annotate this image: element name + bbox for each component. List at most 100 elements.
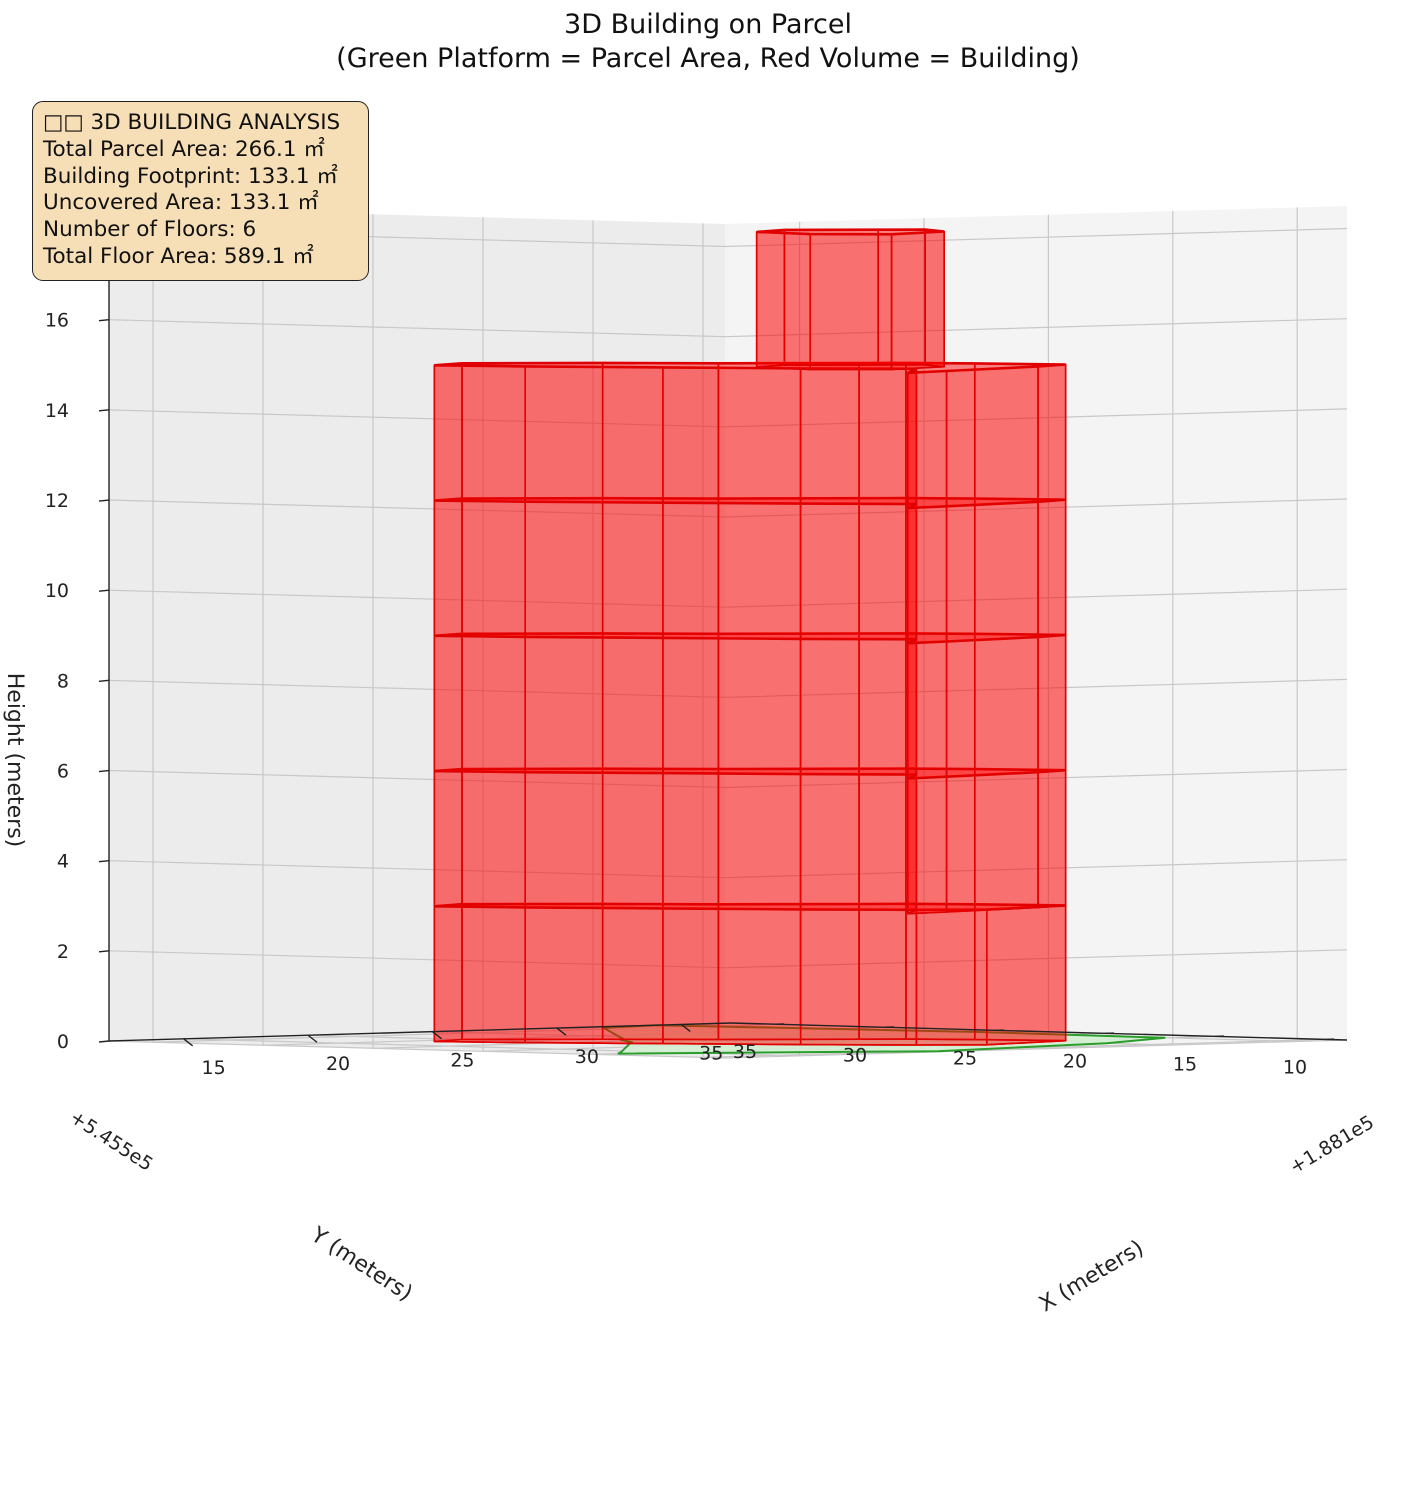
z-tick [98, 1040, 110, 1043]
building-wall [858, 767, 907, 905]
building-wall [461, 497, 604, 635]
building-wall [601, 632, 720, 770]
x-tick [680, 1023, 691, 1032]
x-axis-line [730, 1022, 1348, 1041]
y-axis-label: Y (meters) [306, 1222, 417, 1306]
building-floor [433, 902, 1067, 1046]
building-floor [755, 228, 946, 371]
building-wall [858, 362, 907, 500]
building-wall [601, 903, 720, 1041]
building-wall [973, 903, 1067, 1042]
x-tick-label: 35 [699, 1042, 723, 1064]
building-wall [461, 632, 604, 770]
x-tick-label: 20 [326, 1053, 350, 1075]
info-line-parcel-area: Total Parcel Area: 266.1 ㎡ [43, 136, 325, 162]
chart-subtitle: (Green Platform = Parcel Area, Red Volum… [336, 43, 1080, 74]
grid-line-z [108, 768, 1348, 789]
building-wall [858, 497, 907, 635]
z-tick [98, 409, 110, 412]
building-wall [601, 497, 720, 635]
building-wall [433, 362, 463, 502]
x-axis-label: X (meters) [1035, 1236, 1148, 1318]
chart-title: 3D Building on Parcel [564, 9, 852, 40]
building-floor [433, 767, 1067, 915]
z-tick [98, 679, 110, 683]
x-axis-offset: +1.881e5 [1286, 1111, 1378, 1178]
x-tick [183, 1038, 194, 1047]
z-tick-label: 0 [57, 1031, 69, 1053]
building-wall [858, 632, 907, 770]
x-tick [432, 1031, 442, 1040]
building-wall [461, 767, 604, 906]
y-tick-label: 35 [733, 1041, 757, 1063]
z-tick [98, 589, 110, 592]
z-tick-label: 6 [57, 761, 69, 783]
building-wall [973, 632, 1067, 772]
y-axis-line [108, 1022, 732, 1042]
building-wall [755, 229, 786, 369]
info-line-floor-area: Total Floor Area: 589.1 ㎡ [43, 243, 314, 269]
y-tick-label: 20 [1063, 1050, 1087, 1072]
chart-title-block: 3D Building on Parcel (Green Platform = … [0, 8, 1416, 76]
y-tick-label: 15 [1173, 1053, 1197, 1075]
z-tick-label: 14 [45, 400, 69, 422]
grid-line-z [108, 949, 1348, 969]
y-tick-label: 30 [843, 1044, 867, 1066]
right-wall-pane [725, 206, 1347, 1058]
grid-line-z [108, 408, 1348, 428]
info-box-title: □□ 3D BUILDING ANALYSIS [43, 110, 341, 135]
building-wall [433, 632, 463, 772]
grid-line-z [108, 678, 1348, 699]
building-wall [905, 902, 976, 1041]
building-floor [433, 361, 1067, 509]
building-wall [717, 903, 860, 1041]
grid-line-z [108, 318, 1348, 338]
building-wall [461, 362, 604, 500]
building-wall [717, 632, 860, 770]
building-wall [905, 767, 976, 906]
building-wall [905, 497, 976, 635]
z-tick [98, 950, 110, 953]
building-wall [973, 362, 1067, 501]
data-marks [433, 228, 1166, 1055]
grid-line-z [108, 859, 1348, 879]
building-wall [924, 228, 946, 368]
building-wall [973, 768, 1067, 907]
x-tick-label: 15 [202, 1057, 226, 1079]
building-floor [433, 632, 1067, 780]
z-tick [98, 319, 110, 322]
info-line-footprint: Building Footprint: 133.1 ㎡ [43, 163, 338, 189]
z-tick-label: 16 [45, 310, 69, 332]
building-wall [601, 362, 720, 500]
x-tick [556, 1027, 567, 1036]
z-tick-label: 12 [45, 490, 69, 512]
analysis-info-box: □□ 3D BUILDING ANALYSIS Total Parcel Are… [32, 101, 369, 281]
y-tick-label: 10 [1283, 1056, 1307, 1078]
y-tick-label: 25 [953, 1047, 977, 1069]
grid-line-z [108, 588, 1348, 608]
z-tick [98, 769, 110, 773]
building-wall [601, 767, 720, 906]
z-axis-label: Height (meters) [2, 673, 27, 848]
building-wall [877, 228, 926, 366]
building-wall [461, 903, 604, 1041]
info-line-floors: Number of Floors: 6 [43, 217, 257, 243]
building-wall [717, 362, 860, 500]
z-tick [98, 859, 110, 863]
info-line-uncovered: Uncovered Area: 133.1 ㎡ [43, 190, 319, 216]
x-tick [307, 1034, 318, 1043]
x-tick-label: 25 [450, 1050, 474, 1072]
grid-line-z [108, 1039, 1348, 1059]
z-tick-label: 4 [57, 851, 69, 873]
floor-slab-top [756, 228, 945, 236]
z-tick-label: 8 [57, 670, 69, 692]
building-wall [717, 497, 860, 635]
grid-line-z [108, 498, 1348, 518]
building-wall [433, 497, 463, 637]
z-tick-label: 2 [57, 941, 69, 963]
building-wall [433, 903, 463, 1043]
building-wall [973, 497, 1067, 636]
building-wall [905, 362, 976, 500]
building-wall [783, 228, 880, 366]
z-tick-label: 10 [45, 580, 69, 602]
